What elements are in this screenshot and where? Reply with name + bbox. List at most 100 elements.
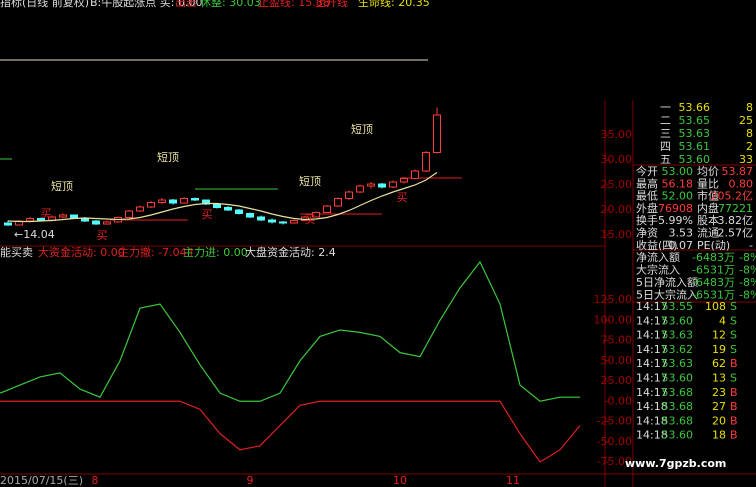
candle-body (367, 183, 375, 187)
candle-body (422, 152, 430, 172)
flow-label: 5日大宗流入 (636, 288, 698, 302)
y-tick-label: -25.00 (597, 415, 632, 428)
y-tick-label: -50.00 (597, 435, 632, 448)
trade-side: B (730, 429, 738, 442)
quote-label: 最低 (636, 190, 658, 203)
quote-label: 股本 (697, 213, 719, 227)
quote-value: 53.87 (722, 165, 754, 178)
candle-body (92, 220, 100, 225)
ob-level: 五 (660, 153, 671, 166)
trade-volume: 4 (719, 314, 726, 327)
trade-time: 14:17 (636, 357, 668, 370)
trade-volume: 20 (712, 414, 726, 427)
candle-body (345, 191, 353, 199)
candle-body (411, 170, 419, 179)
quote-value: 76908 (658, 202, 693, 215)
ob-volume: 25 (739, 114, 753, 127)
candle-body (125, 210, 133, 218)
trade-side: S (730, 300, 737, 313)
ob-level: 二 (660, 114, 671, 127)
ob-volume: 8 (746, 127, 753, 140)
trade-price: 53.63 (662, 329, 694, 342)
y-tick-label: 0.00 (608, 394, 633, 407)
candle-body (257, 216, 265, 221)
quote-label: 均价 (697, 165, 719, 178)
annotation: ←14.04 (14, 228, 55, 241)
header-item: 上升线 (315, 0, 348, 9)
header-item: B:牛股起涨点 买: 0.00 (90, 0, 202, 9)
quote-label: 最高 (636, 176, 658, 190)
trade-time: 14:17 (636, 372, 668, 385)
trade-volume: 13 (712, 372, 726, 385)
trade-time: 14:17 (636, 343, 668, 356)
candle-body (37, 218, 45, 221)
ob-price: 53.65 (679, 114, 711, 127)
series-line (7, 172, 438, 223)
annotation: 短顶 (157, 150, 179, 164)
ob-level: 三 (660, 127, 671, 140)
annotation: 买 (97, 229, 108, 242)
trade-volume: 23 (712, 386, 726, 399)
candle-body (246, 213, 254, 218)
candle-body (312, 212, 320, 218)
x-tick-label: 9 (247, 474, 254, 487)
quote-value: 3.53 (669, 227, 694, 240)
quote-label: PE(动) (697, 239, 730, 252)
ob-price: 53.63 (679, 127, 711, 140)
header-item: 休整: 30.03 (200, 0, 261, 9)
trade-volume: 18 (712, 429, 726, 442)
candle-body (59, 214, 67, 218)
trade-price: 53.68 (662, 414, 694, 427)
quote-label: 净资 (636, 226, 658, 240)
y-tick-label: 125.00 (594, 293, 633, 306)
candle-body (180, 198, 188, 204)
candle-body (213, 203, 221, 208)
legend-item: 主力撤: -7.04↑ (118, 245, 196, 259)
quote-label: 外盘 (636, 201, 658, 215)
flow-pct: -8% (739, 289, 756, 302)
candle-body (290, 220, 298, 224)
candle-body (191, 198, 199, 201)
flow-label: 净流入额 (636, 250, 680, 264)
y-tick-label: 35.00 (601, 128, 633, 141)
flow-amount: -6531万 (692, 264, 735, 277)
trade-time: 14:17 (636, 329, 668, 342)
y-tick-label: 15.00 (601, 228, 633, 241)
ob-price: 53.61 (679, 140, 711, 153)
quote-value: 56.18 (662, 177, 694, 190)
trade-side: S (730, 329, 737, 342)
trade-price: 53.60 (662, 314, 694, 327)
y-tick-label: 25.00 (601, 374, 633, 387)
trade-price: 53.68 (662, 400, 694, 413)
header-item: 生命线: 20.35 (358, 0, 430, 9)
quote-label: 内盘 (697, 201, 719, 215)
candle-body (136, 206, 144, 212)
quote-value: 205.2亿 (711, 190, 754, 203)
header-item: 止盈线: 15.88 (258, 0, 330, 9)
trade-price: 53.63 (662, 357, 694, 370)
trade-time: 14:17 (636, 300, 668, 313)
annotation: 买 (397, 191, 408, 204)
ob-volume: 33 (739, 153, 753, 166)
candle-body (268, 219, 276, 223)
trade-side: B (730, 400, 738, 413)
y-tick-label: 100.00 (594, 313, 633, 326)
y-tick-label: 75.00 (601, 334, 633, 347)
quote-value: 53.00 (662, 165, 694, 178)
y-tick-label: 50.00 (601, 354, 633, 367)
x-tick-label: 10 (393, 474, 407, 487)
trade-volume: 62 (712, 357, 726, 370)
trade-time: 14:18 (636, 400, 668, 413)
quote-value: 5.99% (658, 214, 693, 227)
x-tick-label: 2015/07/15(三) (0, 474, 83, 487)
flow-amount: -6531万 (692, 289, 735, 302)
candle-body (378, 183, 386, 188)
candle-body (224, 207, 232, 211)
candle-body (4, 222, 12, 226)
trade-side: B (730, 386, 738, 399)
trade-price: 53.68 (662, 386, 694, 399)
trade-side: S (730, 314, 737, 327)
quote-label: 换手 (636, 213, 658, 227)
trade-volume: 12 (712, 329, 726, 342)
x-tick-label: 11 (506, 474, 520, 487)
